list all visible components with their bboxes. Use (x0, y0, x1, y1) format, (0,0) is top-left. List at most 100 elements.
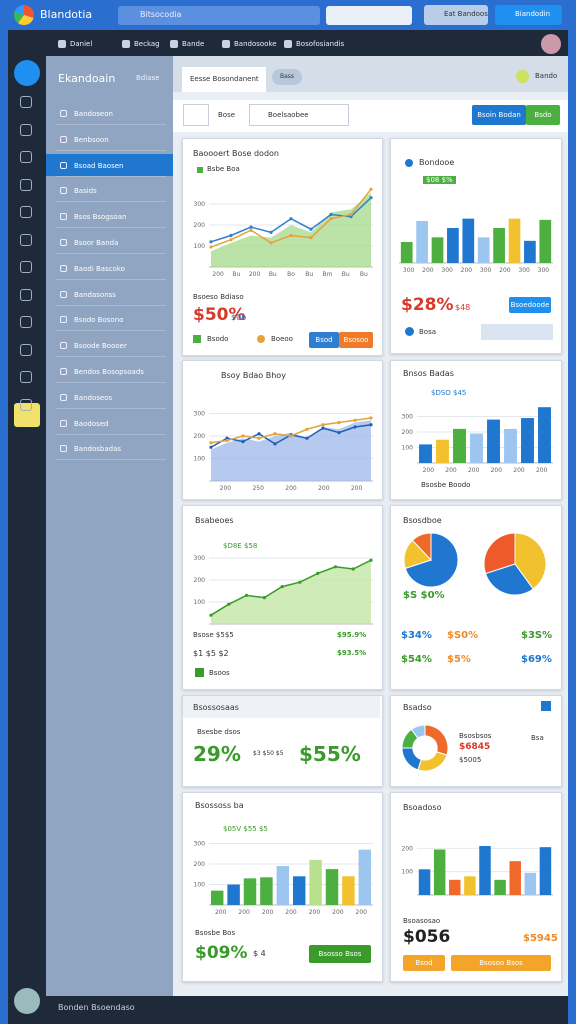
input[interactable] (481, 324, 553, 340)
bar (509, 861, 521, 895)
rail-icon[interactable] (20, 178, 32, 191)
rail-icon[interactable] (20, 343, 32, 356)
rail-icon-active[interactable] (14, 60, 40, 86)
point (369, 196, 373, 200)
sidebar-item[interactable]: Benbsoon (74, 135, 109, 144)
x-tick-label: 200 (445, 467, 457, 474)
button[interactable]: Bsosoo (339, 332, 373, 348)
rail-icon[interactable] (20, 151, 32, 163)
sidebar-icon (60, 110, 67, 117)
point (249, 228, 253, 232)
legend-label: $D8E $58 (223, 542, 258, 550)
bar (358, 849, 372, 905)
export-button[interactable]: Bsdo (526, 105, 560, 125)
toolbar-icon[interactable] (183, 104, 209, 126)
toolbar-select[interactable]: Boelsaobee (249, 104, 349, 126)
rail-icon[interactable] (20, 288, 32, 301)
sidebar-title: Ekandoain (58, 72, 116, 85)
point (289, 434, 293, 438)
dot (405, 327, 414, 336)
rail-icon[interactable] (20, 371, 32, 383)
sidebar-divider (56, 124, 166, 125)
tab-button[interactable]: Bass (272, 69, 302, 85)
point (309, 227, 313, 231)
button[interactable]: Bsosoo Bsos (451, 955, 551, 971)
card: Bsoadoso 100 200 Bsoasosao $056 $5945 Bso… (390, 792, 562, 982)
rail-icon[interactable] (20, 316, 32, 328)
sidebar-item[interactable]: Bandasonss (74, 290, 116, 299)
sidebar-divider (56, 304, 166, 306)
rail-icon[interactable] (20, 233, 32, 246)
sidebar-icon (60, 290, 67, 298)
button[interactable]: Bsosso Bsos (309, 945, 371, 963)
stat: $S0% (447, 630, 479, 641)
rail-icon[interactable] (20, 123, 32, 136)
sidebar-item[interactable]: Bendos Bosopsoads (74, 368, 144, 376)
point (309, 236, 313, 240)
tab[interactable]: Bande (182, 40, 205, 48)
tab-icon (170, 40, 178, 48)
sidebar-item[interactable]: Bsodo Bosono (74, 316, 124, 325)
top-button[interactable]: Eat Bandoos (424, 5, 488, 25)
x-tick-label: Bu (360, 271, 368, 278)
point (329, 217, 333, 221)
sidebar-item[interactable]: Bsoad Baosen (74, 161, 124, 170)
top-button[interactable]: Biandodin (495, 5, 562, 25)
row-value: $95.9% (337, 631, 367, 639)
sidebar-divider (56, 201, 166, 203)
tab[interactable]: Bosofosiandis (296, 40, 345, 48)
x-tick-label: 200 (499, 267, 511, 274)
sidebar-item[interactable]: Bsoor Banda (74, 239, 119, 247)
small-value: $ 4 (253, 949, 266, 958)
legend-swatch (193, 335, 201, 343)
sidebar-divider (56, 227, 166, 229)
point (369, 187, 373, 191)
rail-icon[interactable] (20, 96, 32, 108)
tab[interactable]: Daniel (70, 40, 93, 48)
sidebar-item[interactable]: Bsoode Boooer (74, 342, 127, 351)
y-tick-label: 200 (194, 861, 206, 868)
rail-icon[interactable] (20, 206, 32, 218)
point (241, 434, 245, 438)
bar (453, 428, 466, 463)
bar (260, 877, 273, 905)
toolbar-filter[interactable]: Bose (218, 111, 236, 119)
search-box[interactable]: Bitsocodia (118, 6, 320, 25)
bar (470, 433, 483, 463)
legend-swatch (197, 167, 203, 173)
sidebar-item[interactable]: Baodosed (74, 419, 109, 428)
bar (508, 218, 521, 263)
rail-icon[interactable] (20, 398, 32, 411)
bar (479, 846, 491, 895)
sidebar-item[interactable]: Bandoseos (74, 393, 113, 402)
slice (411, 532, 432, 562)
tab-button-label: Bass (280, 73, 295, 80)
bar (487, 419, 500, 463)
card-header (183, 696, 380, 718)
sidebar-item[interactable]: Bandosbadas (74, 445, 122, 454)
tab[interactable]: Beckag (134, 40, 160, 48)
sidebar-item[interactable]: Basids (74, 187, 97, 196)
slice (483, 532, 516, 575)
tab[interactable]: Bandosooke (234, 40, 277, 48)
icon[interactable] (541, 701, 551, 711)
y-tick-label: 200 (194, 433, 206, 440)
main-tab[interactable]: Eesse Bosondanent (182, 67, 266, 92)
user-avatar[interactable] (14, 988, 40, 1014)
sidebar-item[interactable]: Baodi Bascoko (74, 264, 125, 273)
apply-button[interactable]: Bsoin Bodan (472, 105, 526, 125)
avatar[interactable] (541, 34, 561, 54)
y-tick-label: 100 (194, 243, 206, 250)
sidebar-item[interactable]: Bsos Bsogsoan (74, 213, 127, 222)
button[interactable]: Bsod (403, 955, 445, 971)
rail-icon[interactable] (20, 261, 32, 273)
button[interactable]: Bsoedoode (509, 297, 551, 313)
x-tick-label: 200 (215, 909, 227, 916)
sidebar-item[interactable]: Bandoseon (74, 110, 113, 118)
app-name: Blandotia (40, 8, 93, 21)
rail-icon-highlight[interactable] (14, 403, 40, 427)
search-input[interactable] (326, 6, 412, 25)
sidebar-active (46, 153, 173, 176)
user-icon (516, 70, 529, 83)
button[interactable]: Bsod (309, 332, 339, 348)
